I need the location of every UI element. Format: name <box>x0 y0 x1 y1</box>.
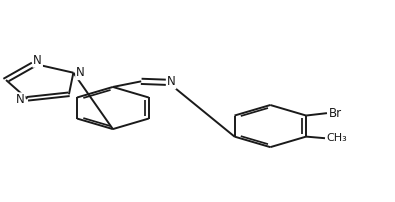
Text: N: N <box>16 93 24 106</box>
Text: N: N <box>76 66 85 79</box>
Text: CH₃: CH₃ <box>327 133 347 143</box>
Text: N: N <box>33 54 42 67</box>
Text: Br: Br <box>329 107 342 120</box>
Text: N: N <box>167 75 175 88</box>
